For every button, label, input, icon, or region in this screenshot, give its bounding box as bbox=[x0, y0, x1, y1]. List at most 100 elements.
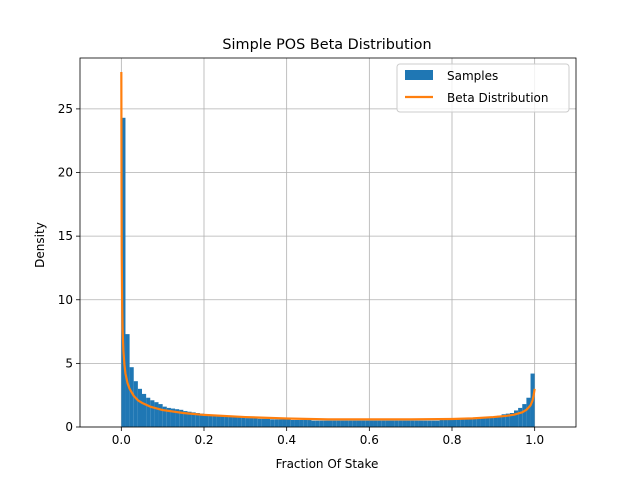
legend-label-beta: Beta Distribution bbox=[447, 91, 549, 105]
histogram-bar bbox=[274, 419, 279, 427]
histogram-bar bbox=[179, 409, 184, 427]
histogram-bar bbox=[270, 419, 275, 427]
y-tick-label: 20 bbox=[58, 166, 73, 180]
grid-layer bbox=[80, 58, 576, 428]
histogram-bar bbox=[439, 420, 444, 427]
histogram-bar bbox=[237, 417, 242, 427]
histogram-bar bbox=[191, 412, 196, 427]
histogram-bar bbox=[133, 381, 138, 427]
histogram-bar bbox=[315, 420, 320, 427]
histogram-bar bbox=[253, 418, 258, 427]
histogram-bar bbox=[232, 416, 238, 427]
histogram-bar bbox=[199, 413, 204, 427]
histogram-bar bbox=[257, 418, 262, 427]
histogram-bar bbox=[266, 418, 271, 427]
legend-label-samples: Samples bbox=[447, 69, 498, 83]
x-tick-label: 0.2 bbox=[194, 433, 213, 447]
histogram-bar bbox=[472, 418, 477, 427]
histogram-bar bbox=[476, 418, 481, 427]
histogram-bar bbox=[365, 420, 370, 427]
histogram-bar bbox=[385, 420, 390, 427]
histogram-bar bbox=[414, 420, 419, 427]
histogram-bar bbox=[286, 419, 291, 427]
histogram-bar bbox=[158, 404, 163, 427]
histogram-bar bbox=[154, 402, 159, 427]
y-tick-label: 5 bbox=[65, 356, 73, 370]
histogram-bar bbox=[406, 420, 411, 427]
chart-title: Simple POS Beta Distribution bbox=[222, 37, 431, 53]
histogram-bar bbox=[290, 420, 295, 427]
histogram-bar bbox=[146, 397, 151, 427]
histogram-bar bbox=[166, 407, 171, 427]
histogram-bar bbox=[175, 409, 180, 427]
x-tick-label: 0.0 bbox=[112, 433, 131, 447]
histogram-bar bbox=[299, 420, 304, 427]
histogram-bar bbox=[394, 420, 399, 427]
x-tick-label: 1.0 bbox=[525, 433, 544, 447]
histogram-bar bbox=[319, 420, 324, 427]
histogram-bar bbox=[522, 404, 527, 427]
histogram-bar bbox=[390, 420, 395, 427]
histogram-bar bbox=[456, 419, 461, 427]
histogram-bar bbox=[162, 406, 167, 427]
histogram-bar bbox=[307, 420, 312, 427]
histogram-bar bbox=[137, 388, 142, 427]
ticks-layer: 0.0 0.2 0.4 0.6 0.8 1.0 0 5 10 15 20 25 bbox=[58, 102, 544, 447]
histogram-bar bbox=[410, 420, 415, 427]
histogram-bar bbox=[261, 418, 266, 427]
legend-box bbox=[396, 63, 570, 113]
histogram-bar bbox=[216, 415, 221, 427]
histogram-bar bbox=[373, 420, 378, 427]
x-tick-label: 0.8 bbox=[442, 433, 461, 447]
histogram-bar bbox=[183, 411, 188, 427]
histogram-bar bbox=[170, 408, 176, 427]
x-tick-label: 0.6 bbox=[360, 433, 379, 447]
x-axis-label: Fraction Of Stake bbox=[276, 457, 379, 471]
histogram-bar bbox=[509, 413, 514, 427]
histogram-bar bbox=[381, 420, 386, 427]
histogram-bar bbox=[501, 414, 506, 427]
histogram-bar bbox=[418, 420, 424, 427]
histogram-bar bbox=[150, 400, 155, 427]
histogram-bar bbox=[402, 420, 407, 427]
legend-swatch-samples bbox=[405, 70, 433, 80]
histogram-bar bbox=[489, 416, 494, 427]
pdf-line-layer bbox=[120, 71, 536, 421]
histogram-bar bbox=[332, 420, 337, 427]
histogram-bar bbox=[497, 415, 502, 427]
histogram-bar bbox=[443, 420, 448, 427]
histogram-bar bbox=[377, 420, 382, 427]
histogram-bar bbox=[311, 420, 316, 427]
histogram-bar bbox=[224, 416, 229, 427]
histogram-bar bbox=[204, 414, 209, 427]
histogram-bar bbox=[460, 419, 465, 427]
legend: Samples Beta Distribution bbox=[396, 63, 570, 113]
histogram-bar bbox=[427, 420, 432, 427]
y-axis-label: Density bbox=[33, 222, 47, 268]
histogram-bar bbox=[514, 410, 519, 427]
histogram-bar bbox=[294, 420, 300, 427]
histogram-bar bbox=[493, 416, 498, 427]
histogram-bar bbox=[249, 418, 254, 427]
beta-distribution-line bbox=[120, 71, 536, 421]
histogram-bar bbox=[303, 420, 308, 427]
y-tick-label: 25 bbox=[58, 102, 73, 116]
histogram-bar bbox=[526, 397, 531, 427]
histogram-bar bbox=[423, 420, 428, 427]
histogram-bar bbox=[485, 417, 490, 427]
histogram-bar bbox=[245, 418, 250, 427]
histogram-bar bbox=[518, 407, 523, 427]
histogram-bar bbox=[452, 420, 457, 427]
histogram-bar bbox=[323, 420, 328, 427]
histogram-bar bbox=[464, 419, 469, 427]
histogram-bar bbox=[398, 420, 403, 427]
histogram-bar bbox=[447, 420, 452, 427]
histogram-bar bbox=[348, 420, 353, 427]
histogram-bar bbox=[142, 393, 147, 427]
histogram-bar bbox=[468, 418, 473, 427]
histogram-bar bbox=[328, 420, 333, 427]
histogram-bar bbox=[431, 420, 436, 427]
histogram-bar bbox=[480, 418, 486, 427]
histogram-bar bbox=[505, 413, 510, 427]
